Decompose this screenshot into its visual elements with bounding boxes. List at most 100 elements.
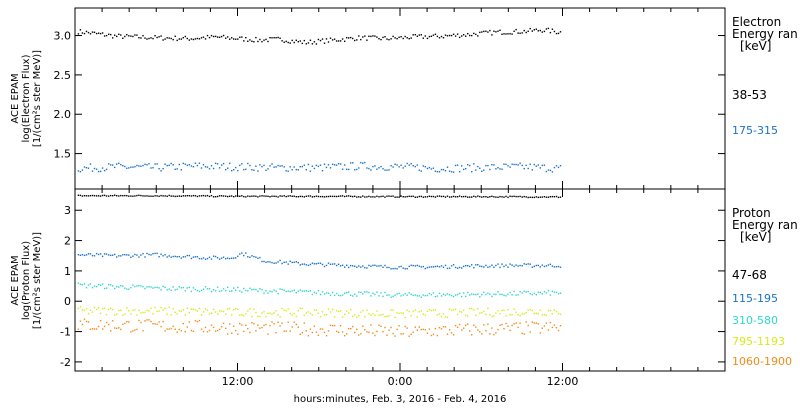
data-point — [434, 265, 437, 268]
data-point — [204, 326, 207, 329]
data-point — [440, 35, 443, 38]
data-point — [360, 196, 362, 198]
data-point — [485, 30, 487, 32]
data-point — [91, 31, 94, 33]
data-point — [454, 294, 457, 296]
data-point — [160, 289, 162, 291]
data-point — [374, 264, 376, 266]
data-point — [533, 196, 535, 199]
data-point — [85, 195, 88, 197]
data-point — [105, 168, 108, 171]
data-point — [281, 195, 283, 197]
data-point — [261, 288, 263, 291]
data-point — [408, 195, 410, 197]
data-point — [267, 168, 269, 170]
data-point — [265, 316, 267, 318]
data-point — [291, 195, 293, 197]
data-point — [553, 291, 556, 293]
data-point — [471, 293, 473, 295]
data-point — [410, 315, 412, 317]
data-point — [253, 308, 255, 311]
data-point — [279, 165, 281, 167]
data-point — [420, 170, 422, 172]
data-point — [271, 163, 273, 165]
data-point — [146, 286, 148, 288]
series-38-53 — [77, 27, 562, 45]
data-point — [182, 322, 184, 325]
data-point — [422, 313, 424, 315]
data-point — [136, 194, 138, 197]
data-point — [450, 309, 453, 311]
data-point — [192, 38, 195, 41]
data-point — [440, 195, 443, 198]
data-point — [259, 327, 261, 329]
data-point — [227, 333, 229, 335]
data-point — [499, 313, 501, 315]
data-point — [337, 331, 340, 333]
data-point — [271, 291, 273, 293]
data-point — [452, 195, 455, 198]
data-point — [543, 325, 546, 327]
data-point — [176, 288, 178, 290]
data-point — [156, 252, 158, 255]
data-point — [210, 324, 213, 326]
data-point — [380, 195, 382, 198]
data-point — [225, 258, 227, 260]
data-point — [134, 285, 136, 288]
data-point — [382, 330, 384, 333]
data-point — [495, 31, 497, 33]
data-point — [118, 309, 120, 312]
data-point — [545, 170, 548, 173]
data-point — [164, 38, 166, 40]
data-point — [235, 38, 237, 40]
data-point — [348, 266, 350, 269]
data-point — [384, 169, 386, 171]
data-point — [416, 329, 418, 331]
data-point — [178, 310, 180, 312]
data-point — [535, 196, 537, 198]
data-point — [382, 266, 384, 268]
data-point — [521, 332, 523, 335]
data-point — [503, 196, 505, 198]
data-point — [456, 293, 459, 296]
data-point — [493, 293, 495, 295]
data-point — [360, 291, 362, 294]
data-point — [263, 292, 265, 294]
data-point — [366, 196, 368, 198]
data-point — [122, 195, 124, 197]
data-point — [231, 170, 233, 172]
data-point — [128, 254, 130, 256]
data-point — [198, 307, 201, 310]
data-point — [374, 293, 376, 296]
data-point — [295, 261, 297, 263]
data-point — [473, 324, 475, 326]
data-point — [335, 330, 338, 333]
data-point — [162, 320, 164, 323]
data-point — [507, 325, 509, 327]
data-point — [101, 255, 104, 258]
data-point — [132, 284, 134, 286]
data-point — [297, 309, 299, 312]
data-point — [301, 290, 303, 292]
data-point — [265, 261, 267, 263]
data-point — [505, 322, 507, 325]
series-795-1193 — [77, 306, 562, 319]
data-point — [196, 320, 199, 323]
data-point — [402, 196, 404, 198]
data-point — [243, 254, 245, 257]
data-point — [180, 195, 182, 197]
data-point — [350, 264, 352, 267]
data-point — [471, 171, 473, 173]
data-point — [473, 267, 475, 269]
data-point — [283, 195, 285, 197]
data-point — [448, 34, 451, 37]
data-point — [442, 168, 445, 171]
data-point — [237, 169, 239, 172]
data-point — [450, 34, 453, 37]
data-point — [406, 327, 408, 329]
data-point — [388, 329, 390, 331]
data-point — [283, 289, 285, 291]
data-point — [543, 164, 546, 166]
data-point — [436, 295, 439, 297]
data-point — [136, 314, 138, 316]
